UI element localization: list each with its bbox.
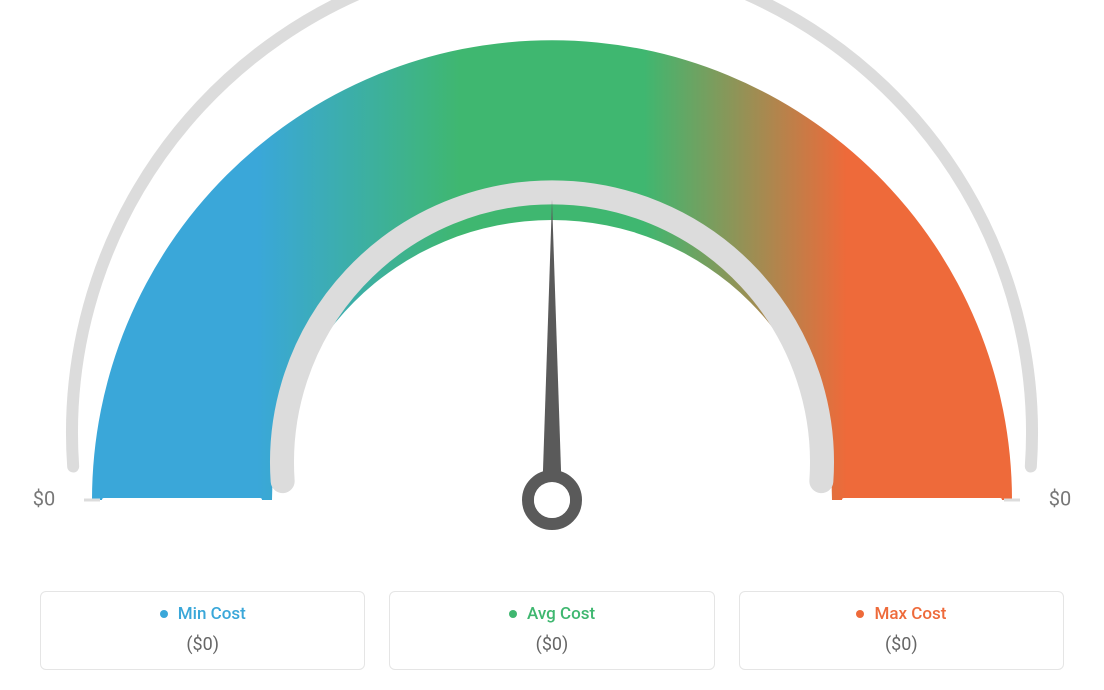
legend-value-min: ($0) <box>49 634 356 655</box>
legend-label-text: Min Cost <box>178 604 246 624</box>
legend-card-max: Max Cost ($0) <box>739 591 1064 670</box>
svg-text:$0: $0 <box>1049 486 1071 510</box>
legend-label-text: Avg Cost <box>527 604 595 624</box>
legend-value-avg: ($0) <box>398 634 705 655</box>
gauge-chart: $0$0$0$0$0$0$0 <box>0 0 1104 560</box>
svg-text:$0: $0 <box>33 486 55 510</box>
legend-label-min: Min Cost <box>49 604 356 624</box>
legend-label-text: Max Cost <box>874 604 946 624</box>
legend-card-avg: Avg Cost ($0) <box>389 591 714 670</box>
cost-gauge-widget: $0$0$0$0$0$0$0 Min Cost ($0) Avg Cost ($… <box>0 0 1104 690</box>
legend-value-max: ($0) <box>748 634 1055 655</box>
legend-dot-avg <box>509 610 517 618</box>
legend-dot-min <box>160 610 168 618</box>
legend-dot-max <box>856 610 864 618</box>
legend-label-avg: Avg Cost <box>398 604 705 624</box>
legend-card-min: Min Cost ($0) <box>40 591 365 670</box>
legend-label-max: Max Cost <box>748 604 1055 624</box>
legend-row: Min Cost ($0) Avg Cost ($0) Max Cost ($0… <box>40 591 1064 670</box>
